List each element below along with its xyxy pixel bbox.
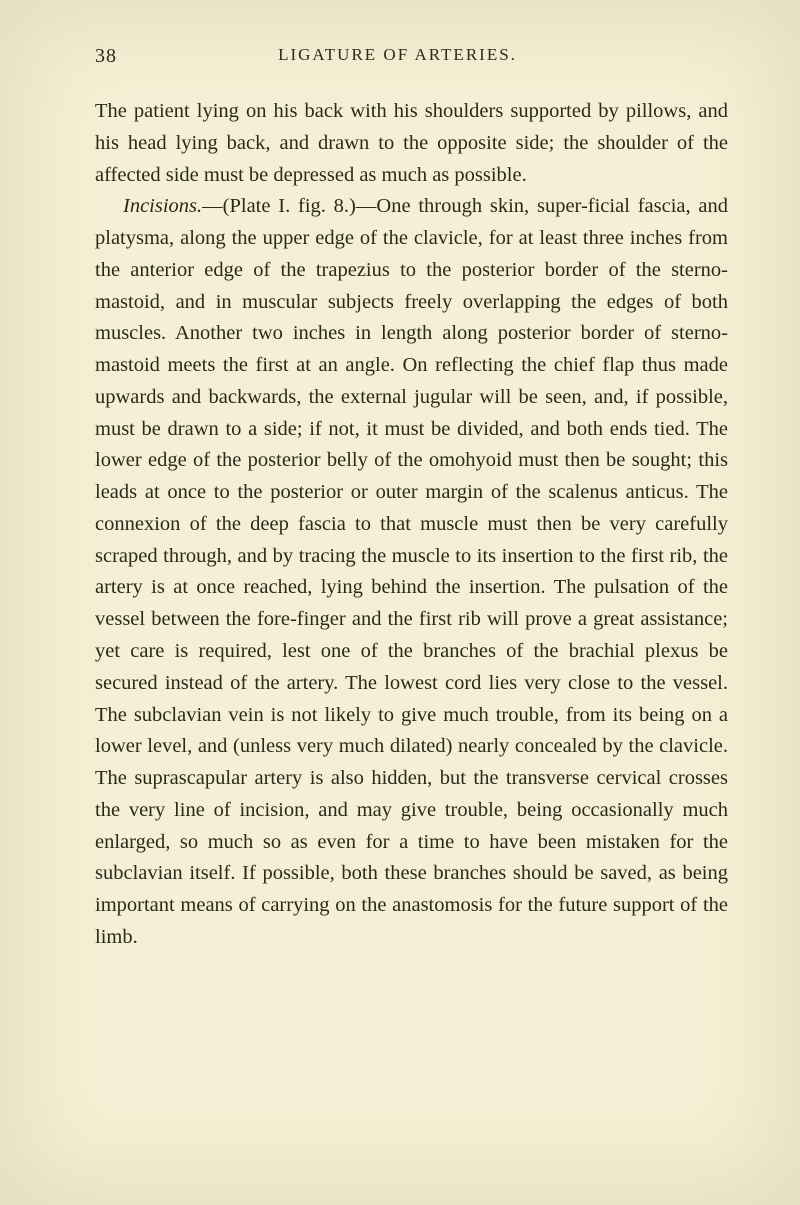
italic-prefix: Incisions. xyxy=(123,195,202,217)
paragraph-2-body: —(Plate I. fig. 8.)—One through skin, su… xyxy=(95,195,728,948)
running-head: LIGATURE OF ARTERIES. xyxy=(117,45,728,68)
paragraph-2: Incisions.—(Plate I. fig. 8.)—One throug… xyxy=(95,191,728,953)
page-header: 38 LIGATURE OF ARTERIES. xyxy=(95,45,728,68)
paragraph-1: The patient lying on his back with his s… xyxy=(95,96,728,191)
page-container: 38 LIGATURE OF ARTERIES. The patient lyi… xyxy=(0,0,800,1004)
body-text: The patient lying on his back with his s… xyxy=(95,96,728,954)
page-number: 38 xyxy=(95,45,117,68)
